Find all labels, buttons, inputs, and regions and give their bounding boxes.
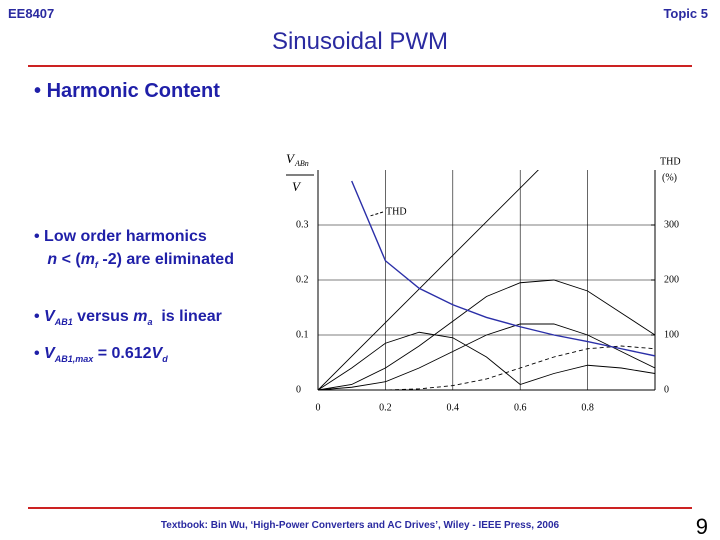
bullet: • VAB1 versus ma is linear [34,308,222,328]
y-label: V [286,151,296,166]
series-line [318,170,539,391]
bullet-text: AB1 [54,317,73,328]
bullet-text: -2) are eliminated [97,251,234,268]
bullet-text: is linear [152,308,222,325]
annotation: THD [386,206,407,217]
top-rule [28,65,692,67]
bullet-text: < ( [57,251,81,268]
y-tick-label: 0.3 [296,219,309,230]
bullet-text: V [44,308,55,325]
bullet-text: m [133,308,148,325]
bullet-text: versus [72,308,134,325]
bullet-text: Low order harmonics [44,228,207,245]
y2-tick-label: 200 [664,274,679,285]
y2-tick-label: 0 [664,384,669,395]
x-tick-label: 0.6 [514,402,527,413]
series-line [318,323,655,391]
bullet-text: f [94,260,98,271]
bullet-text: = 0.612 [93,345,152,362]
bullet-text: m [80,251,95,268]
slide-title: Sinusoidal PWM [271,28,449,55]
bullet-text: a [147,317,153,328]
y-tick-label: 0.1 [296,329,309,340]
bullet-text: AB1,max [54,354,94,365]
heading: • Harmonic Content [34,80,220,102]
x-tick-label: 0.4 [447,402,460,413]
y2-label: (%) [662,172,677,183]
series-line [318,345,655,391]
x-tick-label: 0 [316,402,321,413]
y-label: ABn [294,159,309,168]
series-line [318,331,655,391]
y-tick-label: 0 [296,384,301,395]
y2-label: THD [660,156,681,167]
bullet-text: V [44,345,55,362]
series-line [318,279,655,391]
bullet-text: V [151,345,163,362]
y-tick-label: 0.2 [296,274,309,285]
page-number: 9 [695,514,708,539]
bottom-rule [28,507,692,509]
pointer [369,211,384,217]
y2-tick-label: 100 [664,329,679,340]
bullet-text: d [162,354,168,365]
series-line [351,180,655,357]
y2-tick-label: 300 [664,219,679,230]
x-tick-label: 0.8 [581,402,594,413]
y-label: V [292,179,302,194]
x-tick-label: 0.2 [379,402,392,413]
bullet-text: n [47,251,58,268]
bullet: • VAB1,max = 0.612Vd [34,345,168,365]
topic: Topic 5 [663,6,708,21]
heading-text: Harmonic Content [46,80,220,102]
course-code: EE8407 [8,6,55,21]
footer-source: Textbook: Bin Wu, ‘High-Power Converters… [160,520,560,531]
bullet: • Low order harmonics n < (mf -2) are el… [34,228,234,271]
